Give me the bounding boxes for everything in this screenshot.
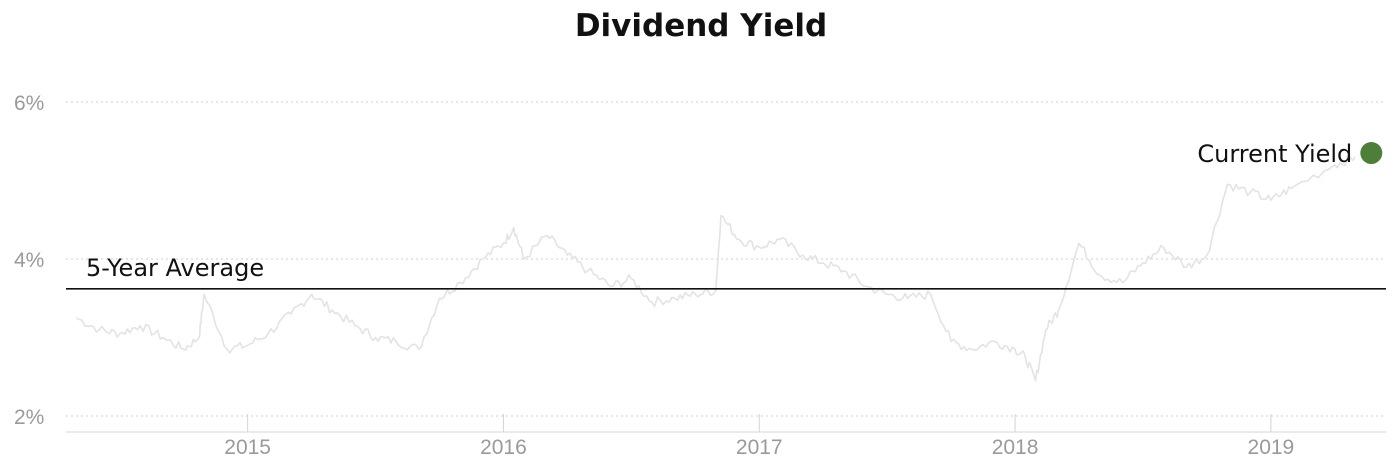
series-line xyxy=(75,154,1356,382)
current-yield-label: Current Yield xyxy=(1197,140,1352,168)
chart-title: Dividend Yield xyxy=(575,8,827,44)
x-tick-label: 2015 xyxy=(224,436,271,459)
x-tick-label: 2016 xyxy=(480,436,527,459)
x-axis: 2015 2016 2017 2018 2019 xyxy=(224,414,1294,459)
five-year-average-label: 5-Year Average xyxy=(86,254,264,282)
y-tick-label: 2% xyxy=(14,406,44,429)
x-tick-label: 2018 xyxy=(992,436,1039,459)
y-axis: 2% 4% 6% xyxy=(14,92,44,429)
x-tick-label: 2019 xyxy=(1248,436,1295,459)
y-tick-label: 4% xyxy=(14,249,44,272)
grid-layer xyxy=(66,101,1386,417)
x-tick-label: 2017 xyxy=(736,436,783,459)
y-tick-label: 6% xyxy=(14,92,44,115)
current-yield-marker xyxy=(1360,142,1383,165)
